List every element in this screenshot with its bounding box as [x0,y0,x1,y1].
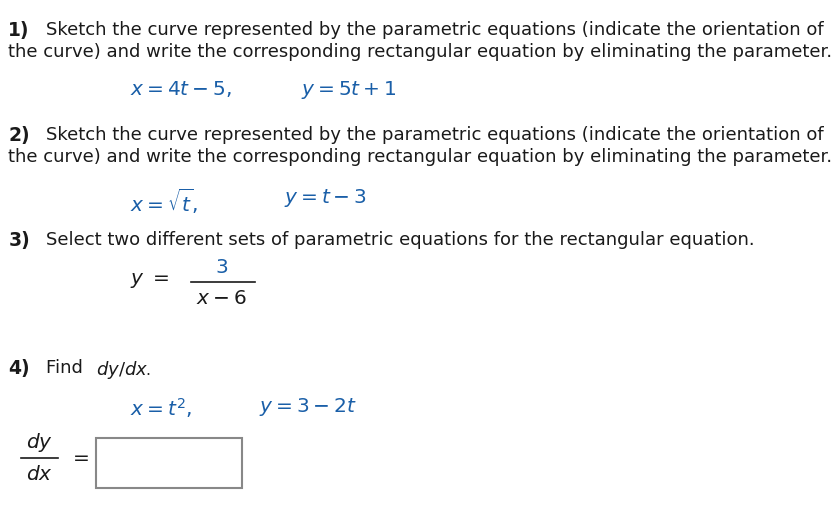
Text: 2): 2) [8,126,30,145]
Text: Sketch the curve represented by the parametric equations (indicate the orientati: Sketch the curve represented by the para… [46,21,823,39]
Text: $x = 4t - 5,$: $x = 4t - 5,$ [130,79,232,99]
Text: Find: Find [46,359,89,377]
Text: the curve) and write the corresponding rectangular equation by eliminating the p: the curve) and write the corresponding r… [8,148,833,166]
Text: 1): 1) [8,21,30,40]
Text: $x - 6$: $x - 6$ [196,290,247,308]
Text: 4): 4) [8,359,30,378]
Text: 3): 3) [8,231,30,251]
Text: Sketch the curve represented by the parametric equations (indicate the orientati: Sketch the curve represented by the para… [46,126,823,144]
Text: $y = t - 3$: $y = t - 3$ [284,187,367,209]
Bar [96,438,242,488]
Text: $x = \sqrt{t},$: $x = \sqrt{t},$ [130,187,197,216]
Text: $y = 5t + 1$: $y = 5t + 1$ [301,79,396,101]
Text: $dy$: $dy$ [26,431,53,453]
Text: $dy/dx$.: $dy/dx$. [96,359,150,381]
Text: $dx$: $dx$ [26,465,53,484]
Text: $=$: $=$ [69,449,90,466]
Text: $3$: $3$ [215,258,228,277]
Text: $x = t^2,$: $x = t^2,$ [130,396,192,420]
Text: Select two different sets of parametric equations for the rectangular equation.: Select two different sets of parametric … [46,231,755,250]
Text: the curve) and write the corresponding rectangular equation by eliminating the p: the curve) and write the corresponding r… [8,43,833,61]
Text: $y = 3 - 2t$: $y = 3 - 2t$ [259,396,357,418]
Text: $y\ =$: $y\ =$ [130,271,169,290]
